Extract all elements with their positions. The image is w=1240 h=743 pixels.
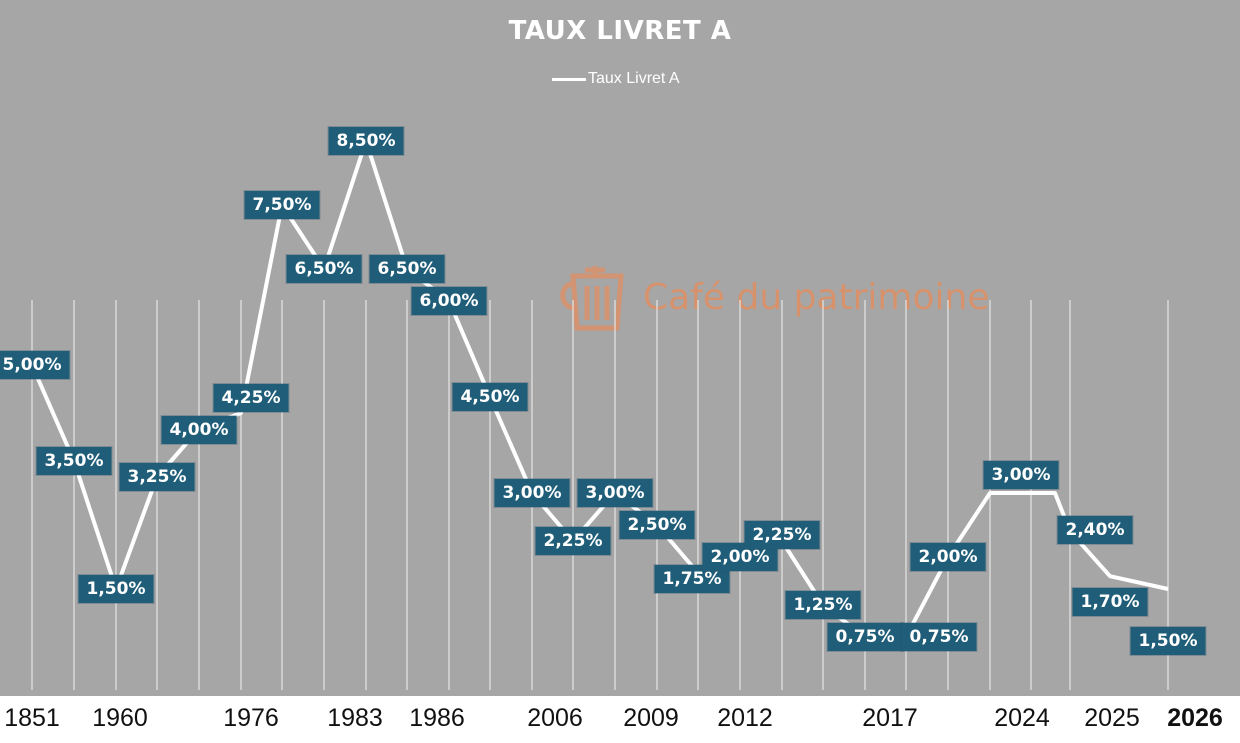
x-tick-label: 2026	[1167, 704, 1223, 732]
x-tick-label: 2017	[862, 704, 918, 732]
x-tick-label: 2006	[527, 704, 583, 732]
coffee-pot-icon	[560, 266, 624, 331]
chart-plot-area: TAUX LIVRET A Taux Livret A Café du patr…	[0, 0, 1240, 696]
data-label: 4,00%	[161, 416, 237, 444]
data-label: 4,25%	[213, 384, 289, 412]
legend-line-swatch	[552, 77, 586, 81]
series-line-taux-livret-a	[30, 139, 1169, 639]
data-label: 6,00%	[411, 287, 487, 315]
data-label: 6,50%	[369, 255, 445, 283]
data-label: 3,50%	[36, 447, 112, 475]
legend-label: Taux Livret A	[588, 70, 680, 87]
data-label: 1,70%	[1072, 588, 1148, 616]
x-tick-label: 2012	[717, 704, 773, 732]
x-tick-label: 2009	[623, 704, 679, 732]
x-tick-label: 1986	[409, 704, 465, 732]
data-label: 3,00%	[983, 461, 1059, 489]
x-tick-label: 1976	[223, 704, 279, 732]
data-label: 2,25%	[535, 527, 611, 555]
watermark: Café du patrimoine	[555, 262, 989, 332]
data-label: 7,50%	[244, 191, 320, 219]
data-label: 3,00%	[577, 479, 653, 507]
data-label: 2,40%	[1057, 516, 1133, 544]
data-label: 4,50%	[452, 383, 528, 411]
data-label: 2,25%	[744, 521, 820, 549]
data-label: 0,75%	[827, 623, 903, 651]
data-label: 2,00%	[910, 543, 986, 571]
data-label: 5,00%	[0, 351, 70, 379]
chart-legend: Taux Livret A	[552, 70, 680, 88]
data-label: 8,50%	[328, 127, 404, 155]
data-label: 1,50%	[1130, 627, 1206, 655]
x-tick-label: 2024	[994, 704, 1050, 732]
x-tick-label: 2025	[1084, 704, 1140, 732]
data-label: 1,50%	[78, 575, 154, 603]
x-tick-label: 1851	[4, 704, 60, 732]
data-label: 3,00%	[494, 479, 570, 507]
data-label: 2,50%	[619, 511, 695, 539]
data-label: 0,75%	[901, 623, 977, 651]
x-axis: 1851 1960 1976 1983 1986 2006 2009 2012 2017 2024…	[0, 696, 1240, 743]
x-tick-label: 1960	[92, 704, 148, 732]
chart-title: TAUX LIVRET A	[508, 16, 732, 46]
line-series	[30, 139, 1169, 690]
data-label: 3,25%	[119, 463, 195, 491]
x-tick-label: 1983	[327, 704, 383, 732]
data-label: 6,50%	[286, 255, 362, 283]
data-label: 1,25%	[785, 591, 861, 619]
watermark-text: Café du patrimoine	[643, 276, 990, 318]
